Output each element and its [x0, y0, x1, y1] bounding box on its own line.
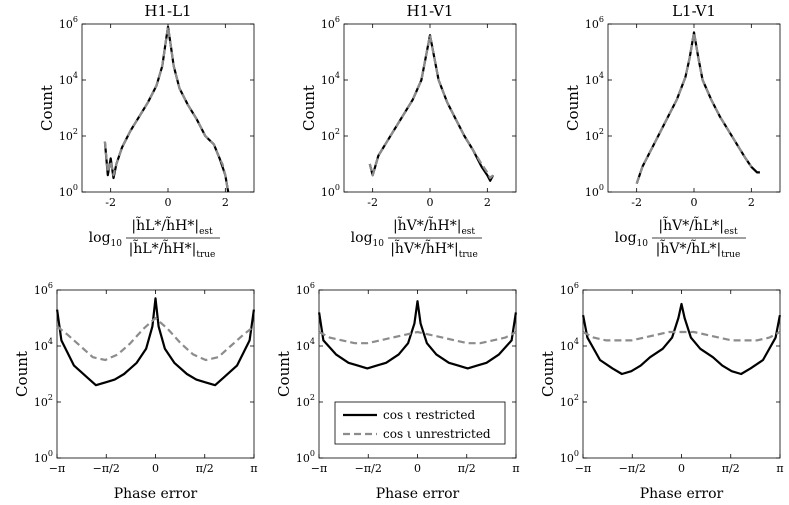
panel-bot-h1l1: 100 102 104 106 −π −π/2 0 π/2 π Count Phase error: [13, 281, 258, 502]
xtick-label: 0: [165, 196, 172, 209]
panel-top-l1v1: 100 102 104 106 -2 0 2 Count L1-V1 log10 |h̃V*/h̃L…: [564, 2, 781, 260]
series-line-restricted: [318, 300, 517, 370]
ytick-label: 104: [34, 337, 53, 353]
panel-top-h1l1: 100 102 104 106 -2 0 2 Count H1-L1 log10 |h̃L*/h̃H…: [38, 2, 255, 260]
xtick-label: 0: [152, 462, 159, 475]
legend-label: cos ι unrestricted: [383, 427, 491, 441]
xtick-label: −π: [49, 462, 65, 475]
ytick-label: 104: [59, 71, 78, 87]
xlabel-numerator: |h̃V*/h̃H*|est: [393, 216, 475, 237]
panel-bot-h1v1: 100 102 104 106 −π −π/2 0 π/2 π Count Phase error c…: [275, 281, 520, 502]
ytick-label: 100: [585, 183, 604, 199]
ytick-label: 100: [59, 183, 78, 199]
legend-label: cos ι restricted: [383, 408, 475, 422]
ytick-label: 102: [585, 127, 604, 143]
ytick-label: 100: [321, 183, 340, 199]
xlabel-log: log10: [615, 230, 649, 249]
chart-title: L1-V1: [672, 2, 716, 20]
xtick-label: π/2: [458, 462, 476, 475]
xtick-label: π: [512, 462, 519, 475]
chart-title: H1-V1: [407, 2, 454, 20]
panel-bot-l1v1: 100 102 104 106 −π −π/2 0 π/2 π Count Phase error: [539, 281, 784, 502]
xtick-label: −π/2: [93, 462, 120, 475]
ylabel: Count: [564, 85, 582, 131]
series-line-restricted: [368, 34, 495, 182]
xtick-label: π/2: [196, 462, 214, 475]
ylabel: Count: [539, 351, 557, 397]
ytick-label: 100: [34, 449, 53, 465]
ylabel: Count: [275, 351, 293, 397]
xtick-label: -2: [367, 196, 378, 209]
panel-top-h1v1: 100 102 104 106 -2 0 2 Count H1-V1 log10 |h̃V*/h̃H…: [300, 2, 517, 260]
ytick-label: 106: [321, 15, 340, 31]
xlabel-denominator: |h̃V*/h̃H*|true: [390, 239, 478, 260]
xtick-label: -2: [631, 196, 642, 209]
xtick-label: −π: [311, 462, 327, 475]
ylabel: Count: [13, 351, 31, 397]
ytick-label: 104: [585, 71, 604, 87]
xlabel-denominator: |h̃L*/h̃H*|true: [129, 239, 216, 260]
ylabel: Count: [38, 85, 56, 131]
ytick-label: 102: [59, 127, 78, 143]
ytick-label: 102: [34, 393, 53, 409]
series-line-restricted: [56, 297, 255, 387]
xlabel: Phase error: [376, 486, 460, 502]
ytick-label: 104: [296, 337, 315, 353]
xtick-label: 0: [678, 462, 685, 475]
ytick-label: 106: [560, 281, 579, 297]
xtick-label: −π/2: [355, 462, 382, 475]
axes-box: [56, 289, 255, 459]
ytick-label: 102: [321, 127, 340, 143]
xlabel: Phase error: [640, 486, 724, 502]
xtick-label: π/2: [722, 462, 740, 475]
legend-box: [334, 401, 506, 445]
xtick-label: π: [776, 462, 783, 475]
series-line-unrestricted: [56, 316, 255, 362]
xlabel-denominator: |h̃V*/h̃L*|true: [656, 239, 741, 260]
axes-box: [607, 23, 781, 193]
xtick-label: 2: [748, 196, 755, 209]
ytick-label: 106: [585, 15, 604, 31]
series-line-unrestricted: [582, 330, 781, 342]
xtick-label: 2: [484, 196, 491, 209]
xtick-label: 0: [691, 196, 698, 209]
xtick-label: 0: [427, 196, 434, 209]
series-line-restricted: [582, 302, 781, 376]
ytick-label: 102: [560, 393, 579, 409]
ytick-label: 100: [296, 449, 315, 465]
xlabel-numerator: |h̃V*/h̃L*|est: [658, 216, 738, 237]
series-line-unrestricted: [635, 31, 753, 184]
xlabel-log: log10: [351, 230, 385, 249]
ytick-label: 102: [296, 393, 315, 409]
xtick-label: -2: [105, 196, 116, 209]
ytick-label: 104: [321, 71, 340, 87]
ylabel: Count: [300, 85, 318, 131]
axes-box: [582, 289, 781, 459]
xtick-label: −π: [575, 462, 591, 475]
xlabel-log: log10: [89, 230, 123, 249]
ytick-label: 106: [59, 15, 78, 31]
ytick-label: 100: [560, 449, 579, 465]
ytick-label: 106: [34, 281, 53, 297]
xtick-label: −π/2: [619, 462, 646, 475]
xtick-label: π: [250, 462, 257, 475]
xtick-label: 0: [414, 462, 421, 475]
ytick-label: 106: [296, 281, 315, 297]
series-line-unrestricted: [103, 25, 230, 193]
series-line-restricted: [103, 25, 230, 193]
xlabel-numerator: |h̃L*/h̃H*|est: [131, 216, 213, 237]
xtick-label: 2: [222, 196, 229, 209]
chart-title: H1-L1: [144, 2, 191, 20]
series-line-unrestricted: [368, 34, 494, 180]
ytick-label: 104: [560, 337, 579, 353]
xlabel: Phase error: [114, 486, 198, 502]
series-line-unrestricted: [318, 330, 517, 345]
series-line-restricted: [635, 31, 760, 184]
